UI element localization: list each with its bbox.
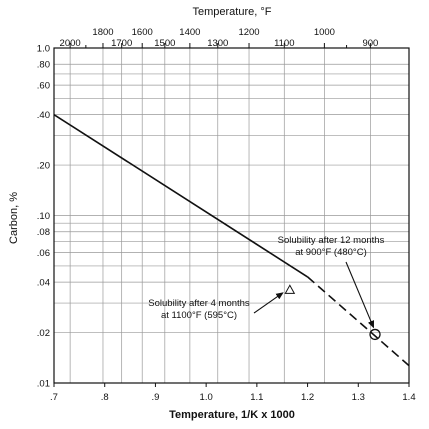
top-tick-label-lower: 1500 [154,38,175,49]
y-tick-label: .10 [37,211,50,222]
plot-frame [53,47,410,384]
x-tick-label: .8 [101,392,109,403]
top-tick-label-lower: 2000 [60,38,81,49]
top-axis-layer: 1800 1600 1400 1200 1000 2000 1700 1500 1300 1100… [60,27,379,49]
tick-label-layer: 1.0 .80 .60 .40 .20 .10 .08 .06 .04 .02 .01.7 .8 .9 1… [37,44,416,404]
annotation-12-months-line: at 900°F (480°C) [295,247,367,258]
y-tick-label: .04 [37,278,50,289]
y-tick-label: .60 [37,81,50,92]
triangle-marker [284,284,296,294]
annotation-4-months-arrow [253,292,284,314]
top-tick-label-lower: 1100 [274,38,294,49]
x-tick-label: 1.3 [352,392,365,403]
top-tick-label-lower: 1700 [111,38,132,49]
series-layer [53,113,410,367]
y-tick-label: .80 [37,60,50,71]
y-tick-label: 1.0 [37,44,50,55]
annotation-4-months-line: Solubility after 4 months [148,298,250,309]
solubility-line [53,113,309,278]
top-tick-label-lower: 1300 [207,38,228,49]
y-tick-label: .40 [37,110,50,121]
x-tick-label: 1.4 [402,392,415,403]
top-tick-label-lower: 900 [362,38,378,49]
x-tick-label: .9 [151,392,159,403]
top-tick-label-upper: 1600 [132,27,153,38]
top-tick-label-upper: 1000 [314,27,335,38]
x-tick-label: 1.0 [200,392,213,403]
x-tick-label: 1.2 [301,392,314,403]
y-tick-label: .08 [37,227,50,238]
x-tick-label: .7 [50,392,58,403]
grid-layer [54,47,409,384]
extrapolated-solubility-line [307,276,410,367]
annotation-12-months-arrow [345,261,375,329]
annotation-12-months-line: Solubility after 12 months [278,235,385,246]
x-tick-label: 1.1 [250,392,263,403]
top-tick-label-upper: 1800 [92,27,113,38]
y-axis-title: Carbon, % [8,192,20,244]
top-axis-title: Temperature, °F [193,6,272,18]
y-tick-label: .02 [37,328,50,339]
top-tick-label-upper: 1200 [238,27,259,38]
y-tick-label: .20 [37,161,50,172]
annotation-4-months-line: at 1100°F (595°C) [161,310,237,321]
top-tick-label-upper: 1400 [179,27,200,38]
y-tick-label: .01 [37,379,50,390]
y-tick-label: .06 [37,248,50,259]
x-axis-title: Temperature, 1/K x 1000 [169,409,295,421]
circle-marker [369,328,381,341]
